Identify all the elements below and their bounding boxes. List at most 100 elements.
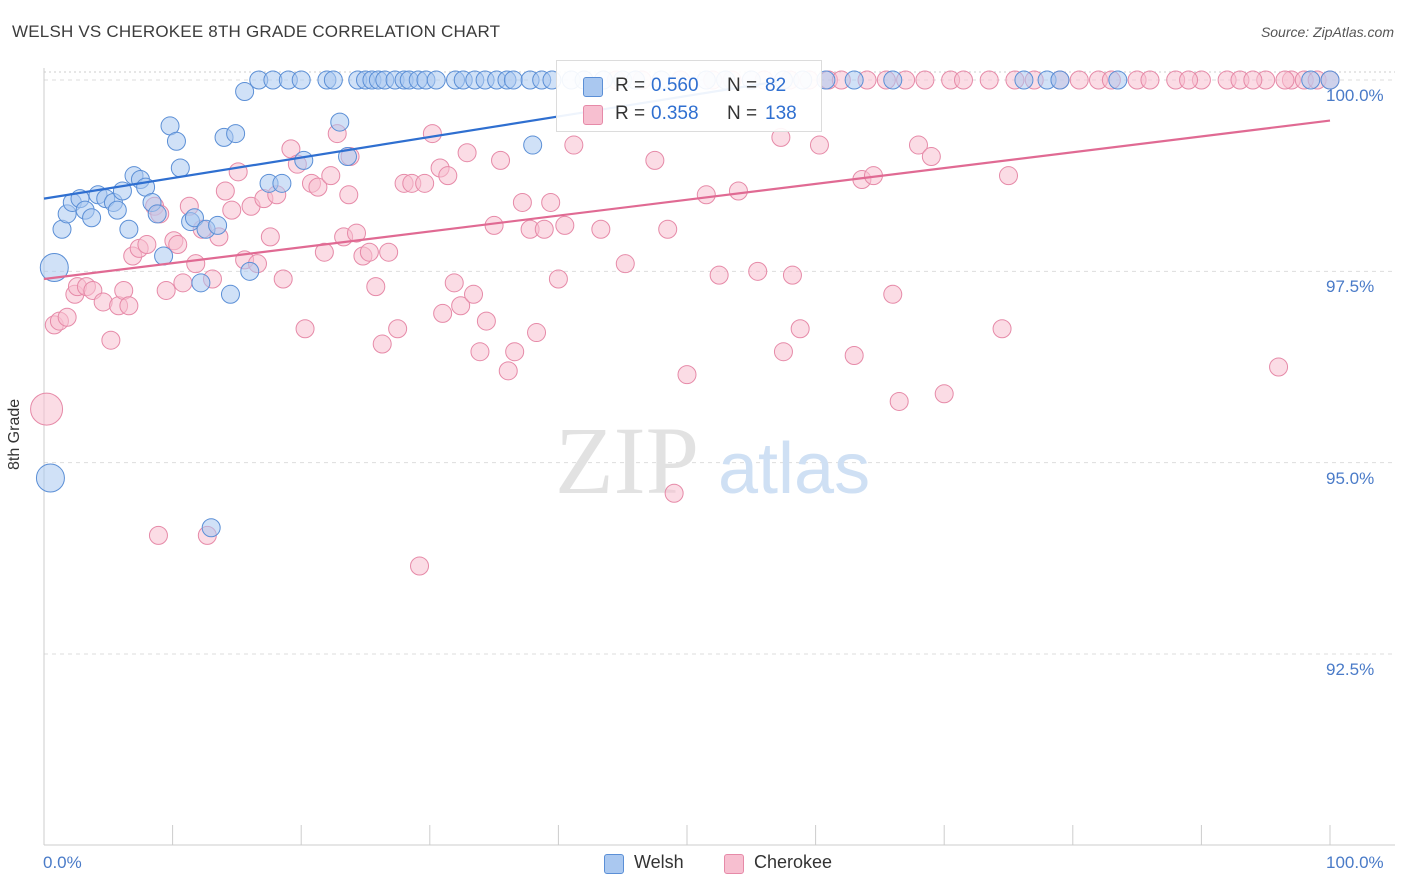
cherokee-point [388, 319, 408, 339]
cherokee-point [215, 181, 235, 201]
cherokee-point [321, 166, 341, 186]
welsh-point [1301, 70, 1321, 90]
legend-cherokee-label: Cherokee [754, 852, 833, 872]
legend-welsh-label: Welsh [634, 852, 684, 872]
cherokee-point [953, 70, 973, 90]
cherokee-point [444, 273, 464, 293]
welsh-point [201, 518, 221, 538]
welsh-point [294, 150, 314, 170]
cherokee-point [999, 166, 1018, 186]
cherokee-point [57, 307, 77, 327]
cherokee-swatch [583, 105, 603, 125]
welsh-point [170, 158, 190, 178]
cherokee-point [1269, 357, 1289, 377]
y-tick-label: 95.0% [1326, 468, 1375, 488]
cherokee-trendline [43, 119, 1331, 281]
cherokee-point [505, 342, 525, 362]
welsh-point [184, 208, 204, 228]
welsh-point [272, 173, 292, 193]
cherokee-point [314, 242, 334, 262]
welsh-point [291, 70, 311, 90]
cherokee-point [809, 135, 829, 155]
welsh-point [523, 135, 543, 155]
watermark-atlas: atlas [718, 429, 870, 509]
cherokee-point [346, 223, 366, 243]
legend-welsh-swatch [604, 854, 624, 874]
cherokee-point [696, 185, 716, 205]
cherokee-point [728, 181, 748, 201]
cherokee-point [677, 365, 697, 385]
welsh-point [119, 219, 139, 239]
welsh-point [844, 70, 864, 90]
welsh-point [226, 124, 246, 144]
cherokee-point [438, 166, 458, 186]
cherokee-point [555, 215, 575, 235]
cherokee-point [908, 135, 928, 155]
cherokee-point [782, 265, 802, 285]
cherokee-point [921, 147, 941, 167]
cherokee-point [512, 192, 532, 212]
cherokee-point [979, 70, 999, 90]
cherokee-point [260, 227, 280, 247]
welsh-point [1108, 70, 1128, 90]
cherokee-r-value: 0.358 [651, 103, 699, 124]
cherokee-point [541, 192, 561, 212]
welsh-point [208, 215, 228, 235]
cherokee-point [422, 124, 442, 144]
cherokee-point [410, 556, 430, 576]
chart-title: WELSH VS CHEROKEE 8TH GRADE CORRELATION … [12, 22, 501, 41]
cherokee-point [491, 150, 511, 170]
series-legend: Welsh Cherokee [600, 852, 860, 876]
cherokee-point [844, 346, 864, 366]
welsh-point [1320, 70, 1340, 90]
welsh-n-value: 82 [765, 75, 787, 96]
welsh-point [107, 200, 127, 220]
cherokee-point [464, 284, 484, 304]
cherokee-point [889, 391, 909, 411]
cherokee-point [534, 219, 554, 239]
cherokee-point [527, 323, 547, 343]
axes [43, 68, 1395, 846]
cherokee-r-label: R = [615, 103, 646, 124]
cherokee-point [273, 269, 293, 289]
y-tick-label: 97.5% [1326, 277, 1375, 297]
cherokee-point [883, 284, 903, 304]
welsh-point [323, 70, 343, 90]
cherokee-point [548, 269, 568, 289]
welsh-point [39, 253, 69, 283]
welsh-point [337, 147, 357, 167]
cherokee-point [137, 235, 157, 255]
cherokee-point [645, 150, 665, 170]
watermark: ZIP atlas [555, 407, 870, 514]
cherokee-point [359, 242, 379, 262]
welsh-point [154, 246, 174, 266]
cherokee-point [658, 219, 678, 239]
y-axis-title: 8th Grade [6, 398, 23, 470]
x-tick-label-min: 0.0% [43, 853, 82, 872]
cherokee-point [101, 330, 121, 350]
cherokee-point [451, 296, 471, 316]
x-tick-label-max: 100.0% [1326, 853, 1384, 872]
cherokee-point [915, 70, 935, 90]
cherokee-point [30, 392, 64, 426]
cherokee-n-label: N = [727, 103, 758, 124]
welsh-point [147, 204, 167, 224]
cherokee-point [709, 265, 729, 285]
cherokee-point [119, 296, 139, 316]
welsh-point [220, 284, 240, 304]
cherokee-point [748, 261, 768, 281]
cherokee-point [379, 242, 399, 262]
legend-cherokee-swatch [724, 854, 744, 874]
welsh-point [82, 208, 102, 228]
y-tick-label: 92.5% [1326, 660, 1375, 679]
welsh-swatch [583, 77, 603, 97]
cherokee-point [934, 384, 954, 404]
cherokee-point [295, 319, 315, 339]
cherokee-point [168, 235, 188, 255]
cherokee-point [339, 185, 359, 205]
cherokee-point [1275, 70, 1295, 90]
cherokee-point [498, 361, 518, 381]
cherokee-point [790, 319, 810, 339]
welsh-r-value: 0.560 [651, 75, 699, 96]
